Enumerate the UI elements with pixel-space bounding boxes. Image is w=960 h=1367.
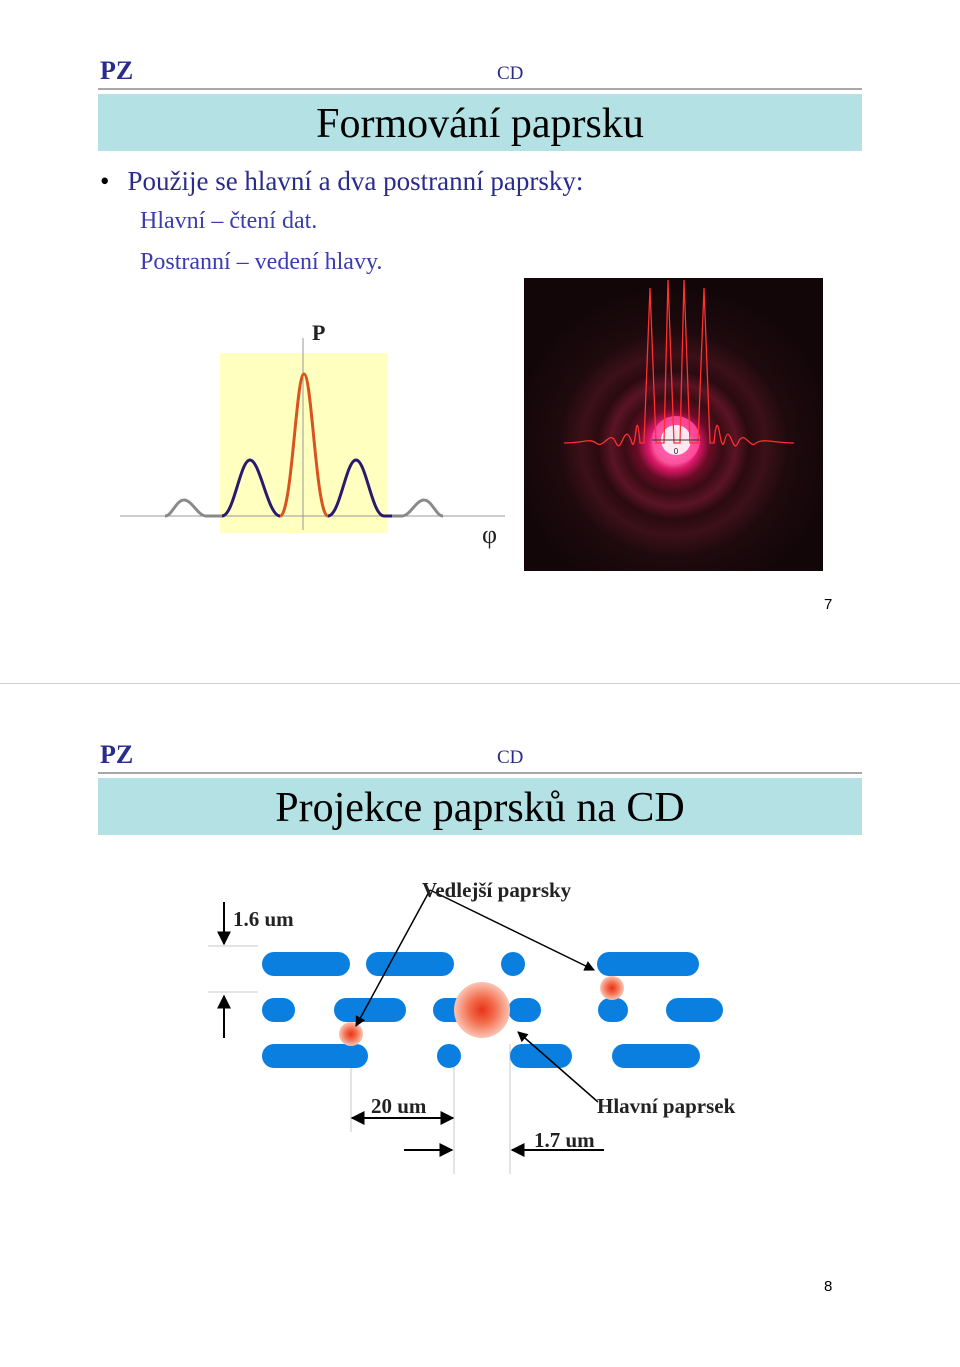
intensity-plot	[120, 338, 505, 533]
side-lobe-right	[327, 458, 392, 518]
pit	[334, 998, 406, 1022]
main-beam-pointer	[517, 1031, 599, 1103]
pit-width-label: 1.7 um	[534, 1128, 595, 1152]
side-beam-spot-left	[339, 1022, 363, 1046]
page-separator	[0, 683, 960, 684]
side-beam-pointer-left	[355, 889, 431, 1027]
page-number: 7	[824, 596, 833, 613]
pit	[597, 952, 699, 976]
header-logo-pz: PZ	[100, 56, 134, 85]
slide-8: PZ CD Projekce paprsků na CD	[0, 684, 960, 1367]
pit	[508, 998, 541, 1022]
outer-lobe-left	[164, 498, 222, 518]
bullet-text: Použije se hlavní a dva postranní paprsk…	[127, 166, 584, 196]
plot-background	[220, 353, 388, 533]
bullet-item: • Použije se hlavní a dva postranní paprs…	[100, 166, 583, 197]
page-number: 8	[824, 1278, 833, 1295]
spacing-label: 20 um	[371, 1094, 427, 1118]
pit	[510, 1044, 572, 1068]
main-lobe	[278, 372, 330, 518]
side-beams-label: Vedlejší paprsky	[422, 878, 572, 902]
header-logo-pz: PZ	[100, 740, 134, 769]
header-topic: CD	[497, 747, 524, 768]
sub-item-side: Postranní – vedení hlavy.	[140, 249, 383, 275]
pit	[666, 998, 723, 1022]
pit	[262, 1044, 368, 1068]
overlay-intensity-curve	[563, 279, 795, 447]
pit	[262, 952, 350, 976]
pit	[366, 952, 454, 976]
slide-title: Formování paprsku	[98, 94, 862, 151]
header-rule	[98, 772, 862, 774]
side-lobe-left	[221, 458, 281, 518]
side-beam-spot-right	[600, 976, 624, 1000]
bullet-dot-icon: •	[100, 166, 110, 196]
slide-title: Projekce paprsků na CD	[98, 778, 862, 835]
plot-y-label: P	[312, 320, 326, 345]
main-beam-label: Hlavní paprsek	[597, 1094, 736, 1118]
slide-7: PZ CD Formování paprsku • Použije se hlav…	[0, 0, 960, 683]
pit	[437, 1044, 461, 1068]
overlay-zero-label: 0	[674, 447, 679, 456]
header-rule	[98, 88, 862, 90]
pit	[262, 998, 295, 1022]
laser-spot-photo: 0	[524, 278, 823, 571]
outer-lobe-right	[392, 498, 444, 518]
header-topic: CD	[497, 63, 524, 84]
pit	[598, 998, 628, 1022]
pit-diagram	[208, 889, 723, 1174]
pit	[501, 952, 525, 976]
side-beam-pointer-right	[429, 889, 595, 971]
track-pitch-label: 1.6 um	[233, 907, 294, 931]
sub-item-main: Hlavní – čtení dat.	[140, 208, 318, 234]
pit	[612, 1044, 700, 1068]
main-beam-spot	[454, 982, 510, 1038]
plot-x-label: φ	[482, 520, 498, 549]
